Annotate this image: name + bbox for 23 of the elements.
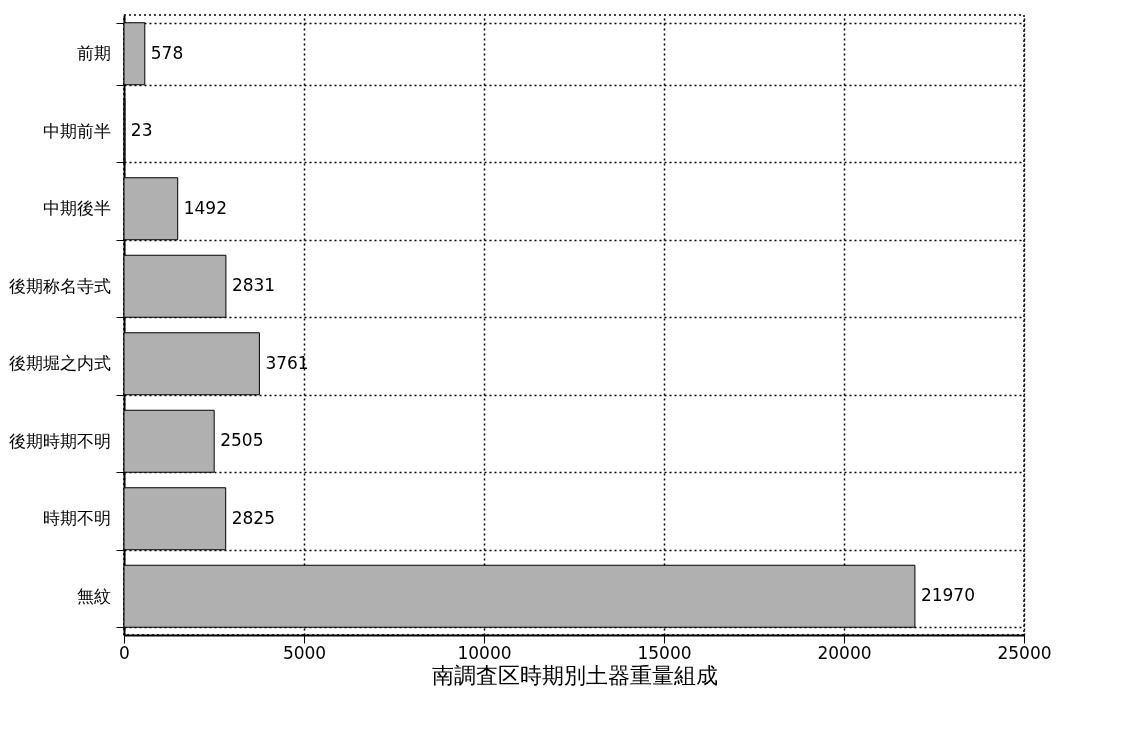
data-label: 21970: [920, 585, 976, 606]
y-tick-label: 前期: [76, 43, 111, 64]
y-tick-label: 後期時期不明: [8, 430, 111, 451]
x-tick-label: 5000: [282, 642, 327, 663]
data-label: 2825: [231, 507, 275, 528]
y-tick-label: 時期不明: [42, 508, 111, 529]
x-tick-label: 10000: [457, 642, 512, 663]
y-tick-label: 無紋: [76, 585, 111, 606]
data-label: 578: [150, 42, 184, 63]
x-tick-label: 0: [119, 642, 130, 663]
data-label: 3761: [265, 352, 309, 373]
x-axis-title: 南調査区時期別土器重量組成: [431, 662, 718, 688]
x-tick-label: 20000: [817, 642, 872, 663]
x-tick-label: 25000: [997, 642, 1052, 663]
data-label: 2831: [231, 275, 276, 296]
data-label: 23: [130, 120, 153, 141]
x-tick-label: 15000: [637, 642, 692, 663]
data-label: 2505: [220, 430, 264, 451]
y-tick-label: 中期前半: [42, 120, 111, 141]
y-tick-label: 後期堀之内式: [8, 353, 111, 374]
data-label: 1492: [183, 197, 227, 218]
y-tick-label: 中期後半: [42, 198, 111, 219]
y-tick-label: 後期称名寺式: [8, 275, 111, 296]
